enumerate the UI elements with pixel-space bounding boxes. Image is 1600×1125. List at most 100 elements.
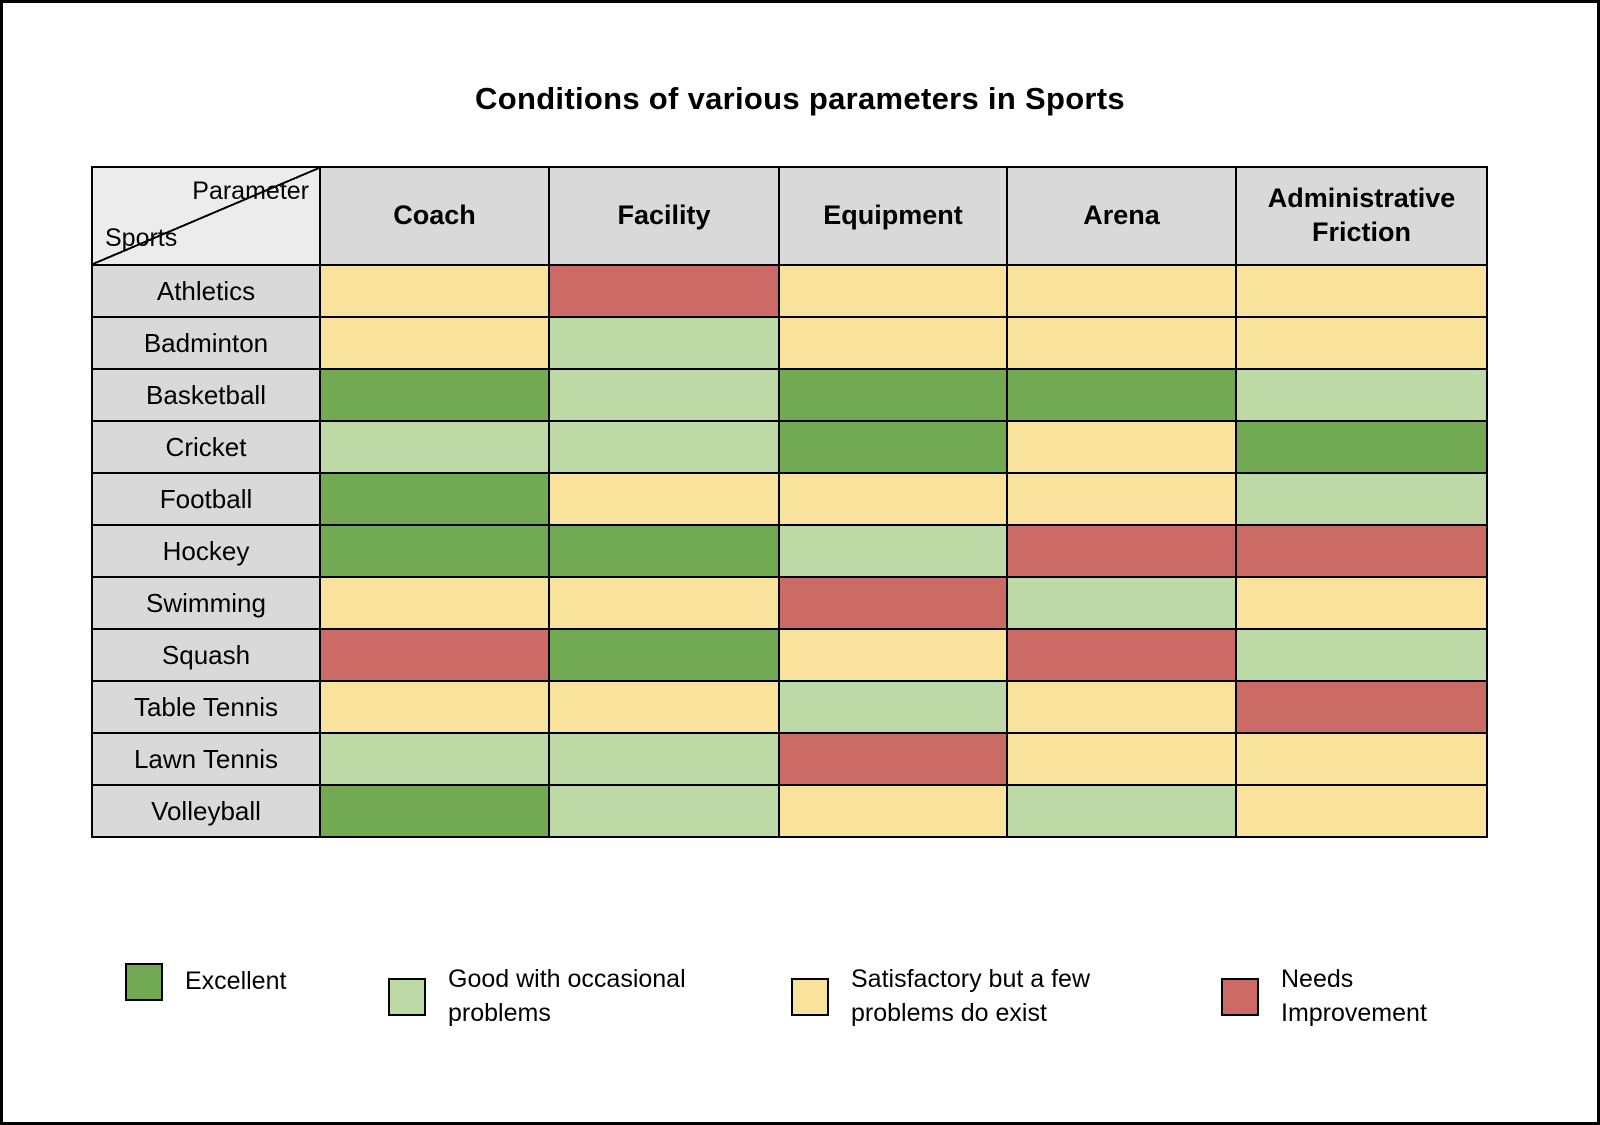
cell-basketball-administrative-friction [1235, 368, 1488, 422]
cell-football-arena [1006, 472, 1237, 526]
cell-volleyball-coach [319, 784, 550, 838]
cell-badminton-administrative-friction [1235, 316, 1488, 370]
column-header-administrative-friction: Administrative Friction [1235, 166, 1488, 266]
table-row-volleyball: Volleyball [91, 784, 1488, 838]
legend-item-good: Good with occasional problems [388, 963, 720, 1031]
table-row-basketball: Basketball [91, 368, 1488, 422]
column-header-coach: Coach [319, 166, 550, 266]
legend-item-excellent: Excellent [125, 963, 286, 1001]
legend-swatch-good [388, 977, 426, 1016]
cell-table-tennis-facility [548, 680, 780, 734]
cell-athletics-coach [319, 264, 550, 318]
table-row-squash: Squash [91, 628, 1488, 682]
cell-lawn-tennis-facility [548, 732, 780, 786]
cell-swimming-administrative-friction [1235, 576, 1488, 630]
cell-athletics-administrative-friction [1235, 264, 1488, 318]
table-row-football: Football [91, 472, 1488, 526]
header-row: Parameter Sports Coach Facility Equipment Are… [91, 166, 1488, 266]
cell-squash-equipment [778, 628, 1008, 682]
table-row-lawn-tennis: Lawn Tennis [91, 732, 1488, 786]
cell-badminton-coach [319, 316, 550, 370]
cell-badminton-equipment [778, 316, 1008, 370]
cell-squash-facility [548, 628, 780, 682]
cell-badminton-facility [548, 316, 780, 370]
legend-swatch-satisfactory [791, 977, 829, 1016]
cell-swimming-arena [1006, 576, 1237, 630]
cell-hockey-equipment [778, 524, 1008, 578]
cell-swimming-equipment [778, 576, 1008, 630]
cell-hockey-administrative-friction [1235, 524, 1488, 578]
cell-swimming-coach [319, 576, 550, 630]
legend-label-excellent: Excellent [185, 967, 287, 996]
cell-lawn-tennis-arena [1006, 732, 1237, 786]
table-row-athletics: Athletics [91, 264, 1488, 318]
legend-swatch-excellent [125, 963, 163, 1001]
row-label-basketball: Basketball [91, 368, 321, 422]
cell-cricket-equipment [778, 420, 1008, 474]
cell-squash-administrative-friction [1235, 628, 1488, 682]
cell-cricket-facility [548, 420, 780, 474]
cell-lawn-tennis-coach [319, 732, 550, 786]
cell-basketball-arena [1006, 368, 1237, 422]
cell-table-tennis-equipment [778, 680, 1008, 734]
table-row-hockey: Hockey [91, 524, 1488, 578]
cell-football-coach [319, 472, 550, 526]
cell-cricket-arena [1006, 420, 1237, 474]
corner-sports-label: Sports [105, 223, 178, 252]
legend-label-good: Good with occasional problems [448, 965, 686, 1027]
column-header-equipment: Equipment [778, 166, 1008, 266]
cell-lawn-tennis-administrative-friction [1235, 732, 1488, 786]
row-label-volleyball: Volleyball [91, 784, 321, 838]
cell-basketball-coach [319, 368, 550, 422]
row-label-athletics: Athletics [91, 264, 321, 318]
row-label-squash: Squash [91, 628, 321, 682]
table-row-table-tennis: Table Tennis [91, 680, 1488, 734]
cell-badminton-arena [1006, 316, 1237, 370]
column-header-facility: Facility [548, 166, 780, 266]
cell-basketball-equipment [778, 368, 1008, 422]
corner-parameter-label: Parameter [192, 177, 309, 205]
row-label-football: Football [91, 472, 321, 526]
legend-item-needs-improvement: Needs Improvement [1221, 963, 1446, 1031]
row-label-badminton: Badminton [91, 316, 321, 370]
legend-label-satisfactory: Satisfactory but a few problems do exist [851, 965, 1091, 1027]
cell-volleyball-administrative-friction [1235, 784, 1488, 838]
cell-athletics-arena [1006, 264, 1237, 318]
cell-cricket-administrative-friction [1235, 420, 1488, 474]
cell-hockey-facility [548, 524, 780, 578]
cell-table-tennis-administrative-friction [1235, 680, 1488, 734]
cell-football-administrative-friction [1235, 472, 1488, 526]
legend-label-needs-improvement: Needs Improvement [1281, 965, 1427, 1027]
cell-squash-arena [1006, 628, 1237, 682]
cell-football-facility [548, 472, 780, 526]
cell-football-equipment [778, 472, 1008, 526]
legend-item-satisfactory: Satisfactory but a few problems do exist [791, 963, 1136, 1031]
table-row-cricket: Cricket [91, 420, 1488, 474]
corner-header-cell: Parameter Sports [91, 166, 321, 266]
cell-athletics-facility [548, 264, 780, 318]
cell-cricket-coach [319, 420, 550, 474]
table-row-badminton: Badminton [91, 316, 1488, 370]
cell-lawn-tennis-equipment [778, 732, 1008, 786]
row-label-table-tennis: Table Tennis [91, 680, 321, 734]
cell-basketball-facility [548, 368, 780, 422]
cell-swimming-facility [548, 576, 780, 630]
row-label-swimming: Swimming [91, 576, 321, 630]
legend-swatch-needs-improvement [1221, 977, 1259, 1016]
row-label-cricket: Cricket [91, 420, 321, 474]
cell-table-tennis-coach [319, 680, 550, 734]
table-row-swimming: Swimming [91, 576, 1488, 630]
conditions-table: Parameter Sports Coach Facility Equipment Are… [91, 166, 1488, 838]
row-label-lawn-tennis: Lawn Tennis [91, 732, 321, 786]
cell-volleyball-facility [548, 784, 780, 838]
cell-athletics-equipment [778, 264, 1008, 318]
chart-title: Conditions of various parameters in Spor… [475, 81, 1125, 116]
legend: Excellent Good with occasional problems Sa… [3, 963, 1597, 1073]
cell-squash-coach [319, 628, 550, 682]
cell-table-tennis-arena [1006, 680, 1237, 734]
column-header-arena: Arena [1006, 166, 1237, 266]
cell-volleyball-arena [1006, 784, 1237, 838]
cell-hockey-arena [1006, 524, 1237, 578]
conditions-table-container: Parameter Sports Coach Facility Equipment Are… [91, 166, 1488, 838]
